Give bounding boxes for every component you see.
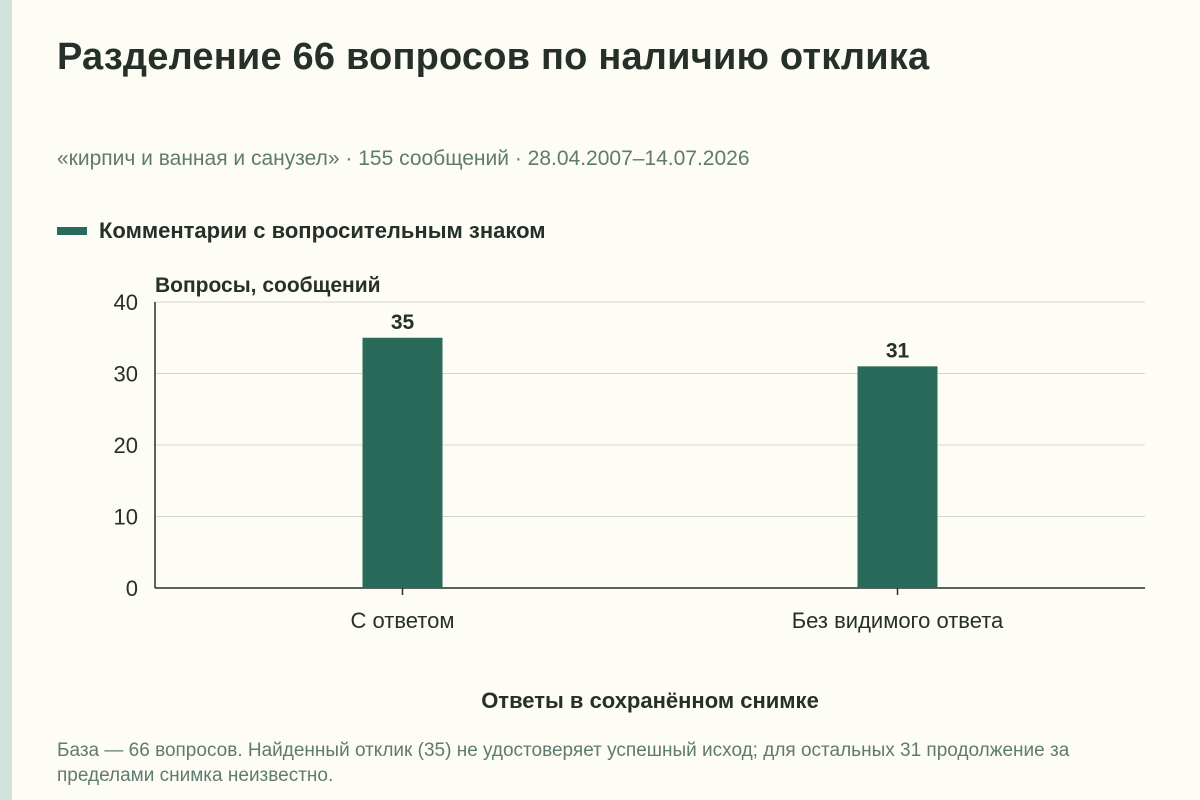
x-axis-label: Ответы в сохранённом снимке <box>481 688 819 713</box>
y-axis-label: Вопросы, сообщений <box>155 274 381 297</box>
legend-label: Комментарии с вопросительным знаком <box>99 218 546 243</box>
bar <box>857 366 938 588</box>
bar-value-label: 35 <box>391 311 415 334</box>
legend: Комментарии с вопросительным знаком <box>57 218 546 244</box>
left-accent-bar <box>0 0 12 800</box>
y-tick-label: 20 <box>114 433 138 458</box>
chart-subtitle: «кирпич и ванная и санузел» · 155 сообще… <box>57 147 750 170</box>
y-tick-label: 30 <box>114 362 138 387</box>
bar-value-label: 31 <box>886 339 910 362</box>
y-tick-label: 10 <box>114 505 138 530</box>
bar <box>362 337 443 588</box>
y-tick-label: 0 <box>126 576 138 601</box>
legend-swatch <box>57 227 87 235</box>
bar-chart: 0 10 20 30 40 Вопросы, сообщений 35 С ответом 31… <box>114 274 1145 713</box>
footnote: База — 66 вопросов. Найденный отклик (35… <box>57 740 1070 786</box>
y-tick-label: 40 <box>114 290 138 315</box>
x-tick-label: С ответом <box>351 608 455 633</box>
chart-title: Разделение 66 вопросов по наличию отклик… <box>57 36 930 78</box>
x-tick-label: Без видимого ответа <box>792 608 1004 633</box>
